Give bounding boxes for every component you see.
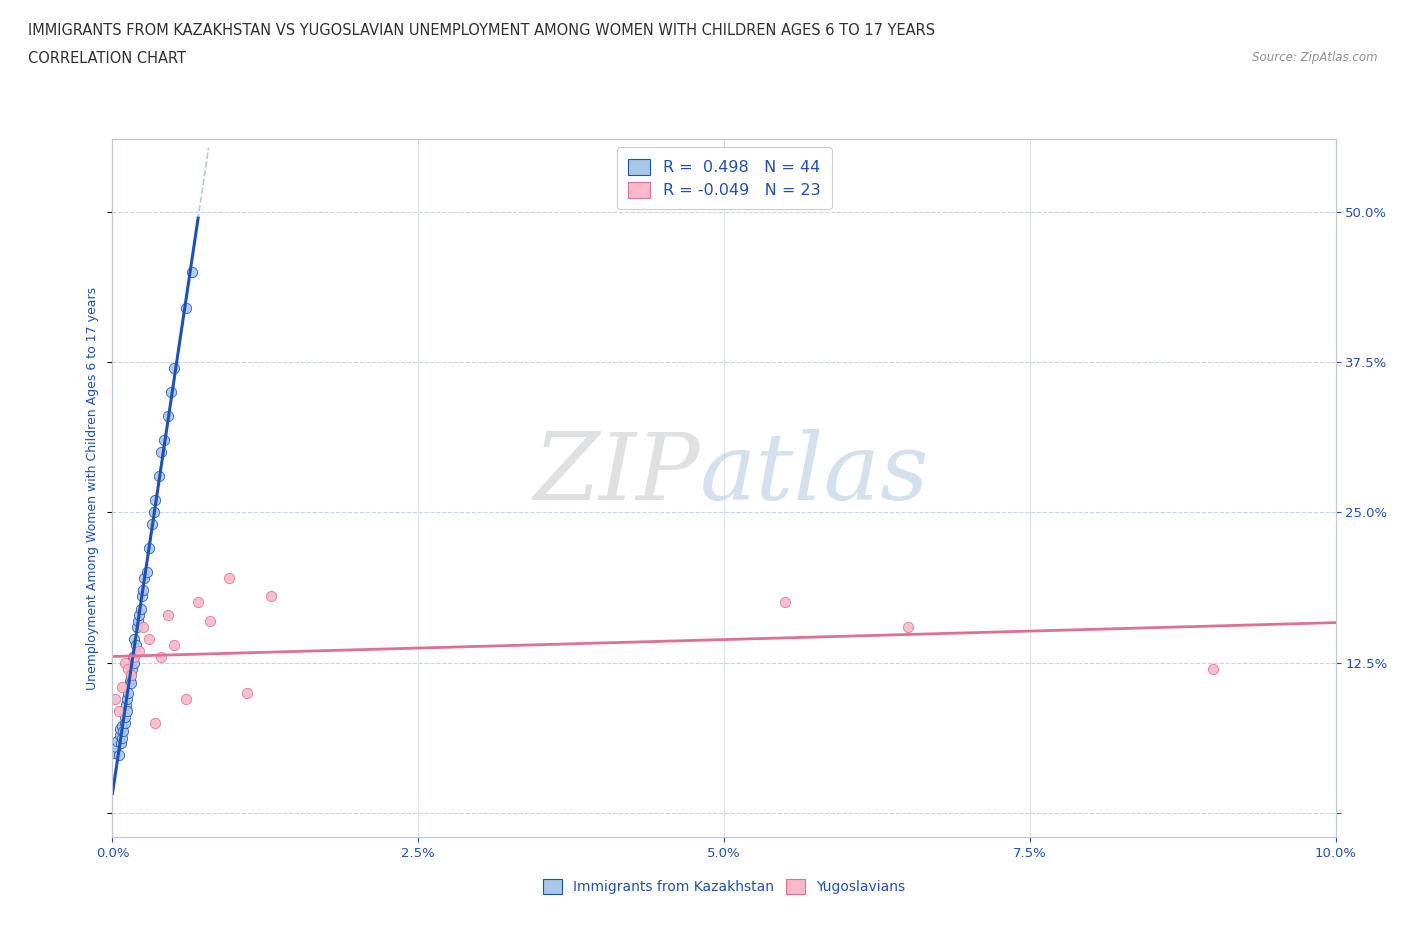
Point — [138, 541, 160, 556]
Point — [181, 264, 204, 279]
Point — [108, 727, 131, 742]
Point — [129, 601, 152, 616]
Point — [156, 607, 179, 622]
Point — [117, 661, 139, 676]
Point — [132, 619, 155, 634]
Point — [118, 673, 141, 688]
Point — [125, 619, 148, 634]
Point — [163, 361, 186, 376]
Point — [148, 469, 170, 484]
Point — [143, 505, 166, 520]
Point — [104, 745, 127, 760]
Point — [114, 715, 136, 730]
Point — [187, 595, 209, 610]
Point — [111, 731, 134, 746]
Point — [120, 675, 142, 690]
Point — [115, 703, 138, 718]
Point — [141, 517, 163, 532]
Point — [156, 408, 179, 423]
Point — [260, 589, 283, 604]
Point — [115, 698, 138, 712]
Point — [150, 649, 173, 664]
Point — [112, 724, 135, 738]
Legend: Immigrants from Kazakhstan, Yugoslavians: Immigrants from Kazakhstan, Yugoslavians — [537, 874, 911, 900]
Point — [143, 493, 166, 508]
Y-axis label: Unemployment Among Women with Children Ages 6 to 17 years: Unemployment Among Women with Children A… — [86, 286, 100, 690]
Text: ZIP: ZIP — [533, 430, 700, 519]
Point — [160, 385, 183, 400]
Point — [121, 661, 143, 676]
Point — [125, 637, 148, 652]
Point — [107, 703, 129, 718]
Text: atlas: atlas — [700, 430, 929, 519]
Point — [1202, 661, 1225, 676]
Point — [135, 565, 157, 580]
Point — [105, 734, 128, 749]
Point — [108, 722, 131, 737]
Point — [138, 631, 160, 646]
Point — [115, 691, 138, 706]
Point — [117, 685, 139, 700]
Point — [127, 613, 149, 628]
Point — [111, 719, 134, 734]
Point — [897, 619, 920, 634]
Text: IMMIGRANTS FROM KAZAKHSTAN VS YUGOSLAVIAN UNEMPLOYMENT AMONG WOMEN WITH CHILDREN: IMMIGRANTS FROM KAZAKHSTAN VS YUGOSLAVIA… — [28, 23, 935, 38]
Point — [128, 644, 150, 658]
Point — [114, 710, 136, 724]
Point — [131, 589, 153, 604]
Text: CORRELATION CHART: CORRELATION CHART — [28, 51, 186, 66]
Point — [143, 715, 166, 730]
Point — [174, 300, 197, 315]
Point — [132, 583, 155, 598]
Point — [200, 613, 222, 628]
Point — [124, 656, 146, 671]
Text: Source: ZipAtlas.com: Source: ZipAtlas.com — [1253, 51, 1378, 64]
Point — [110, 736, 132, 751]
Point — [104, 691, 127, 706]
Point — [111, 679, 134, 694]
Point — [236, 685, 259, 700]
Point — [174, 691, 197, 706]
Point — [105, 739, 128, 754]
Point — [128, 607, 150, 622]
Point — [163, 637, 186, 652]
Point — [120, 667, 142, 682]
Point — [150, 445, 173, 459]
Point — [218, 571, 240, 586]
Point — [107, 748, 129, 763]
Point — [153, 432, 176, 447]
Point — [120, 667, 142, 682]
Point — [134, 571, 156, 586]
Point — [114, 656, 136, 671]
Point — [122, 649, 145, 664]
Point — [124, 631, 146, 646]
Point — [775, 595, 797, 610]
Point — [124, 649, 146, 664]
